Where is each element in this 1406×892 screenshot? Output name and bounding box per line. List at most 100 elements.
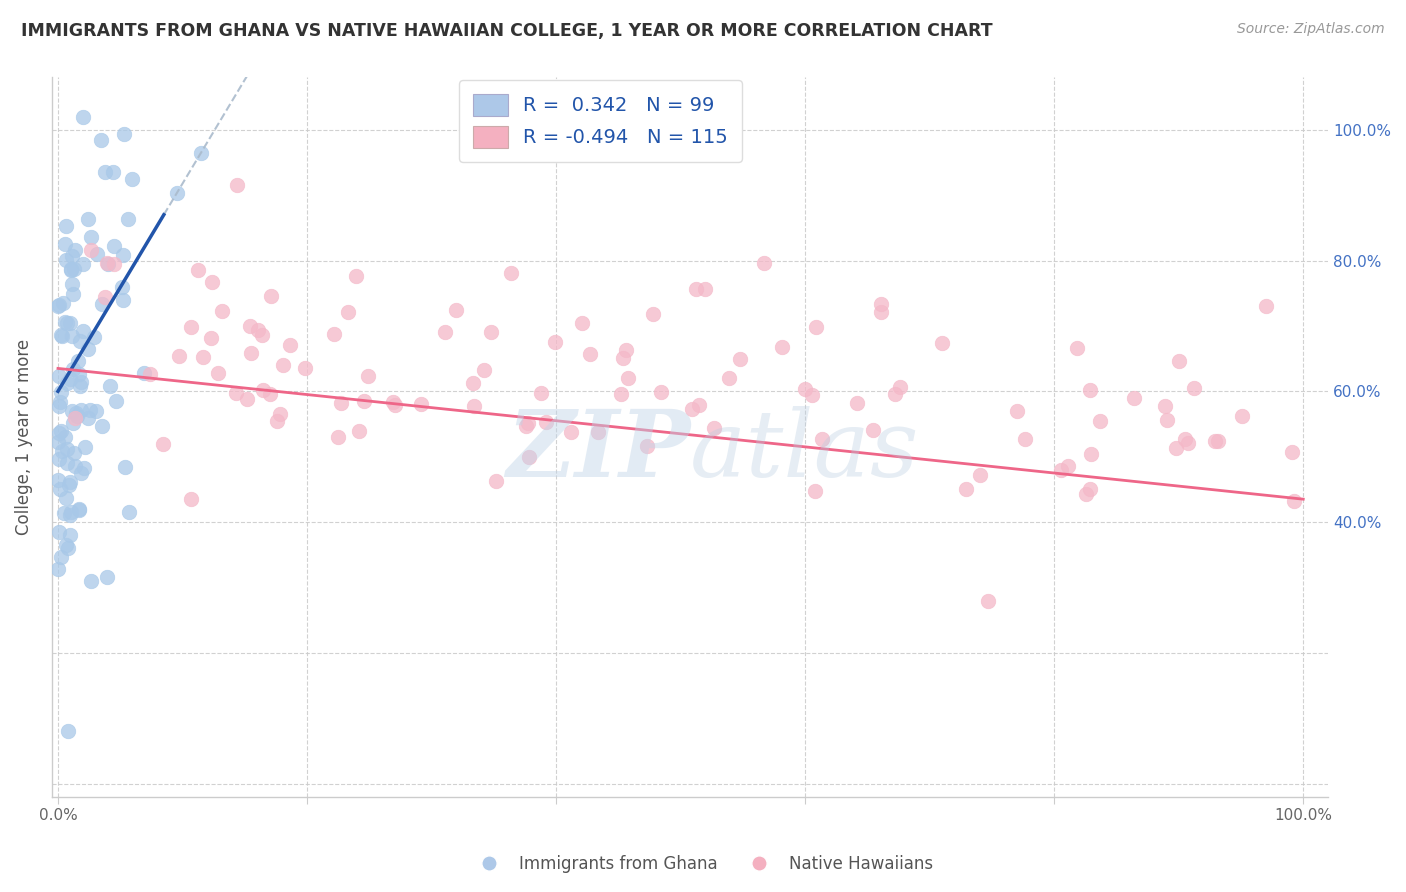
Point [96, 570, 118, 584]
Point [103, 257, 125, 271]
Point [48, 482, 70, 496]
Point [610, 387, 633, 401]
Point [969, 467, 991, 482]
Point [560, 425, 582, 439]
Point [49, 385, 72, 400]
Point [180, 320, 202, 334]
Point [463, 399, 485, 413]
Point [90, 133, 112, 147]
Point [79, 403, 101, 417]
Point [250, 327, 273, 342]
Point [718, 371, 741, 385]
Point [271, 359, 294, 373]
Point [59, 508, 82, 523]
Point [60, 277, 83, 291]
Point [1088, 414, 1111, 428]
Point [55, 316, 77, 330]
Point [353, 394, 375, 409]
Point [77, 212, 100, 227]
Point [55, 252, 77, 267]
Point [62, 261, 84, 276]
Point [191, 350, 214, 364]
Point [1230, 409, 1253, 423]
Point [152, 437, 174, 451]
Point [688, 398, 710, 412]
Point [55, 430, 77, 444]
Point [79, 574, 101, 588]
Point [75, 440, 97, 454]
Point [76, 411, 98, 425]
Point [111, 248, 134, 262]
Point [51, 444, 73, 458]
Point [72, 110, 94, 124]
Point [51, 549, 73, 564]
Point [56, 724, 79, 739]
Point [52, 295, 75, 310]
Point [55, 538, 77, 552]
Point [66, 409, 89, 424]
Point [1078, 482, 1101, 496]
Point [67, 353, 90, 368]
Point [260, 288, 283, 302]
Text: ZIP: ZIP [506, 407, 690, 497]
Point [247, 323, 270, 337]
Point [1204, 434, 1226, 448]
Point [323, 326, 346, 341]
Point [51, 329, 73, 343]
Point [58, 478, 80, 492]
Point [55, 456, 77, 470]
Point [80, 244, 103, 258]
Point [239, 318, 262, 333]
Point [55, 491, 77, 506]
Point [543, 334, 565, 349]
Point [636, 439, 658, 453]
Point [72, 257, 94, 271]
Point [1050, 463, 1073, 477]
Point [617, 371, 640, 385]
Point [118, 505, 141, 519]
Point [91, 419, 114, 434]
Point [67, 503, 90, 517]
Point [869, 305, 891, 319]
Point [51, 424, 73, 438]
Point [58, 541, 80, 556]
Point [190, 145, 212, 160]
Point [46, 299, 69, 313]
Point [49, 395, 72, 409]
Point [56, 376, 79, 390]
Point [328, 430, 350, 444]
Point [1177, 436, 1199, 450]
Point [84, 404, 107, 418]
Point [1182, 381, 1205, 395]
Point [69, 379, 91, 393]
Point [579, 346, 602, 360]
Legend: R =  0.342   N = 99, R = -0.494   N = 115: R = 0.342 N = 99, R = -0.494 N = 115 [460, 80, 742, 161]
Point [534, 416, 557, 430]
Point [63, 458, 86, 473]
Point [571, 316, 593, 330]
Point [139, 368, 162, 382]
Point [1167, 354, 1189, 368]
Point [65, 406, 87, 420]
Point [612, 351, 634, 365]
Point [111, 293, 134, 307]
Point [1154, 399, 1177, 413]
Point [55, 219, 77, 233]
Point [479, 325, 502, 339]
Point [804, 319, 827, 334]
Point [69, 334, 91, 348]
Point [800, 388, 823, 402]
Point [889, 380, 911, 394]
Text: atlas: atlas [690, 407, 920, 497]
Point [1206, 434, 1229, 448]
Point [67, 501, 90, 516]
Point [59, 372, 82, 386]
Point [1005, 404, 1028, 418]
Point [1281, 445, 1303, 459]
Point [90, 296, 112, 310]
Point [225, 385, 247, 400]
Point [252, 384, 274, 398]
Point [1282, 494, 1305, 508]
Point [48, 525, 70, 540]
Point [752, 256, 775, 270]
